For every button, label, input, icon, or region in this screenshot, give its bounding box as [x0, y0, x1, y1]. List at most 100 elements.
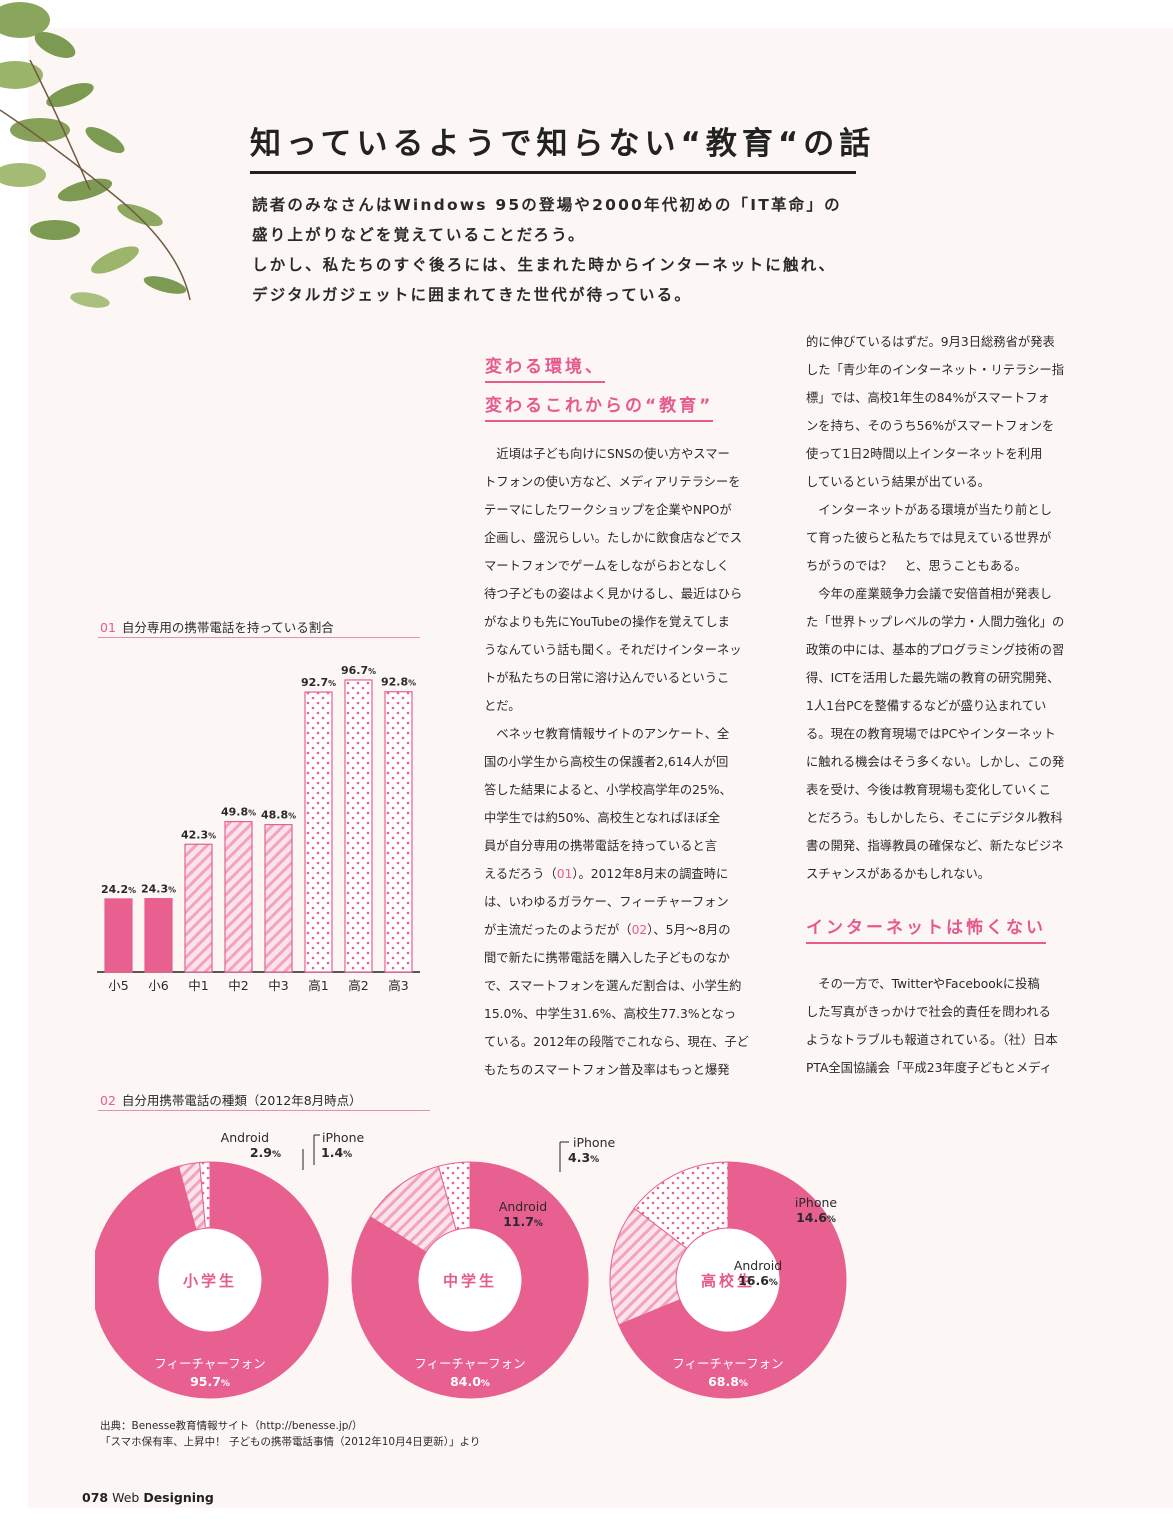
body-line: とだろう。もしかしたら、そこにデジタル教科 [806, 811, 1063, 825]
body-line: その一方で、TwitterやFacebookに投稿 [806, 977, 1040, 991]
source-line: 出典：Benesse教育情報サイト（http://benesse.jp/） [100, 1420, 363, 1432]
figure1-caption-text: 自分専用の携帯電話を持っている割合 [121, 620, 334, 635]
body-text: が主流だったのようだが（ [484, 923, 632, 937]
body-line: 企画し、盛況らしい。たしかに飲食店などでス [484, 531, 742, 545]
body-line: 国の小学生から高校生の保護者2,614人が回 [484, 755, 729, 769]
page-number: 078 [82, 1490, 109, 1505]
bar-chart: 24.2% 小5 24.3% 小6 42.3% 中1 49.8% 中2 48.8% 中3 92.7%… [97, 664, 420, 993]
figure1-number: 01 [100, 620, 116, 635]
title-underline [250, 171, 856, 174]
figure1-caption: 01 自分専用の携帯電話を持っている割合 [100, 617, 334, 636]
pie-slice [633, 1161, 729, 1250]
body-line: 表を受け、今後は教育現場も変化していくこ [806, 783, 1051, 797]
magazine-name-b: Designing [143, 1490, 214, 1505]
body-line: PTA全国協議会「平成23年度子どもとメディ [806, 1061, 1052, 1075]
tree-leaves-decoration [0, 2, 191, 308]
lead-line: 読者のみなさんはWindows 95の登場や2000年代初めの「IT革命」の [252, 196, 842, 214]
slice-value-label: 2.9% [250, 1145, 281, 1160]
lead-line: 盛り上がりなどを覚えていることだろう。 [252, 226, 586, 244]
slice-name-label: iPhone [573, 1135, 616, 1150]
body-line: えるだろう（01）。2012年8月末の調査時に [484, 860, 749, 888]
body-line: 的に伸びているはずだ。9月3日総務省が発表 [806, 335, 1055, 349]
bar [224, 821, 253, 973]
pie-slice [199, 1161, 211, 1229]
slice-value-label: 84.0% [450, 1374, 490, 1389]
body-line: 得、ICTを活用した最先端の教育の研究開発、 [806, 671, 1060, 685]
figure2-number: 02 [100, 1093, 116, 1108]
body-line: ちがうのでは？ と、思うこともある。 [806, 559, 1027, 573]
bar [304, 691, 333, 973]
figure2-caption-rule [98, 1110, 430, 1111]
body-line: 1人1台PCを整備するなどが盛り込まれてい [806, 699, 1047, 713]
bar [144, 898, 173, 973]
body-line: 標」では、高校1年生の84%がスマートフォ [806, 391, 1050, 405]
x-tick-label: 中1 [188, 978, 208, 993]
section1-heading-line: 変わる環境、 [485, 352, 605, 383]
body-line: 今年の産業競争力会議で安倍首相が発表し [806, 587, 1052, 601]
slice-name-label: iPhone [322, 1130, 365, 1145]
body-line: る。現在の教育現場ではPCやインターネット [806, 727, 1056, 741]
body-line: 間で新たに携帯電話を購入した子どものなか [484, 951, 730, 965]
donut-hole [419, 1229, 521, 1331]
section2-heading: インターネットは怖くない [806, 913, 1046, 952]
x-tick-label: 小5 [108, 978, 128, 993]
slice-name-label: フィーチャーフォン [414, 1356, 525, 1371]
body-line: マートフォンでゲームをしながらおとなしく [484, 559, 730, 573]
pie-slice [351, 1161, 589, 1399]
body-line: とだ。 [484, 699, 521, 713]
donut-hole [677, 1229, 779, 1331]
slice-name-label: フィーチャーフォン [154, 1356, 265, 1371]
pie-slice [437, 1161, 471, 1231]
figure2-caption: 02 自分用携帯電話の種類（2012年8月時点） [100, 1090, 362, 1109]
section1-heading-line: 変わるこれからの“教育” [485, 391, 714, 422]
lead-line: しかし、私たちのすぐ後ろには、生まれた時からインターネットに触れ、 [252, 256, 837, 274]
slice-value-label: 14.6% [796, 1210, 836, 1225]
figure-ref-01: 01 [556, 867, 573, 881]
body-line: トフォンの使い方など、メディアリテラシーを [484, 475, 741, 489]
body-line: ンを持ち、そのうち56%がスマートフォンを [806, 419, 1055, 433]
slice-name-label: iPhone [795, 1195, 838, 1210]
body-line: ベネッセ教育情報サイトのアンケート、全 [484, 727, 730, 741]
slice-name-label: Android [499, 1199, 547, 1214]
article-title: 知っているようで知らない“教育“の話 [250, 126, 876, 162]
x-tick-label: 高2 [348, 978, 368, 993]
bar-value-label: 42.3% [181, 828, 216, 841]
body-line: インターネットがある環境が当たり前とし [806, 503, 1052, 517]
bar-value-label: 92.7% [301, 676, 336, 689]
article-column-middle: 近頃は子ども向けにSNSの使い方やスマー トフォンの使い方など、メディアリテラシ… [484, 440, 749, 1084]
bar [384, 691, 413, 973]
lead-paragraph: 読者のみなさんはWindows 95の登場や2000年代初めの「IT革命」の 盛… [252, 190, 892, 310]
slice-name-label: Android [221, 1130, 269, 1145]
bar-value-label: 96.7% [341, 664, 376, 677]
pie-slice [618, 1161, 847, 1399]
body-line: 書の開発、指導教員の確保など、新たなビジネ [806, 839, 1064, 853]
body-line: スチャンスがあるかもしれない。 [806, 867, 991, 881]
donut-center-label: 小学生 [183, 1272, 237, 1290]
bar [184, 843, 213, 973]
body-line: がなよりも先にYouTubeの操作を覚えてしま [484, 615, 730, 629]
source-line: 「スマホ保有率、上昇中！ 子どもの携帯電話事情（2012年10月4日更新）」より [100, 1436, 481, 1448]
x-tick-label: 高1 [308, 978, 328, 993]
body-line: は、いわゆるガラケー、フィーチャーフォン [484, 895, 729, 909]
body-line: ようなトラブルも報道されている。（社）日本 [806, 1033, 1058, 1047]
slice-name-label: フィーチャーフォン [672, 1356, 783, 1371]
x-tick-label: 高3 [388, 978, 408, 993]
page-folio: 078 Web Designing [82, 1490, 214, 1505]
body-line: した「青少年のインターネット・リテラシー指 [806, 363, 1064, 377]
bar-value-label: 49.8% [221, 806, 256, 819]
figure2-caption-text: 自分用携帯電話の種類（2012年8月時点） [121, 1093, 362, 1108]
body-line: 員が自分専用の携帯電話を持っていると言 [484, 839, 718, 853]
bar [104, 898, 133, 973]
body-line: に触れる機会はそう多くない。しかし、この発 [806, 755, 1065, 769]
body-line: 使って1日2時間以上インターネットを利用 [806, 447, 1043, 461]
bar [344, 679, 373, 973]
body-line: 中学生では約50%、高校生となればほぼ全 [484, 811, 721, 825]
body-line: うなんていう話も聞く。それだけインターネッ [484, 643, 742, 657]
slice-value-label: 95.7% [190, 1374, 230, 1389]
x-tick-label: 小6 [148, 978, 169, 993]
bar-value-label: 48.8% [261, 809, 296, 822]
body-line: 答した結果によると、小学校高学年の25%、 [484, 783, 732, 797]
body-line: テーマにしたワークショップを企業やNPOが [484, 503, 732, 517]
slice-name-label: Android [734, 1258, 782, 1273]
body-line: しているという結果が出ている。 [806, 475, 991, 489]
